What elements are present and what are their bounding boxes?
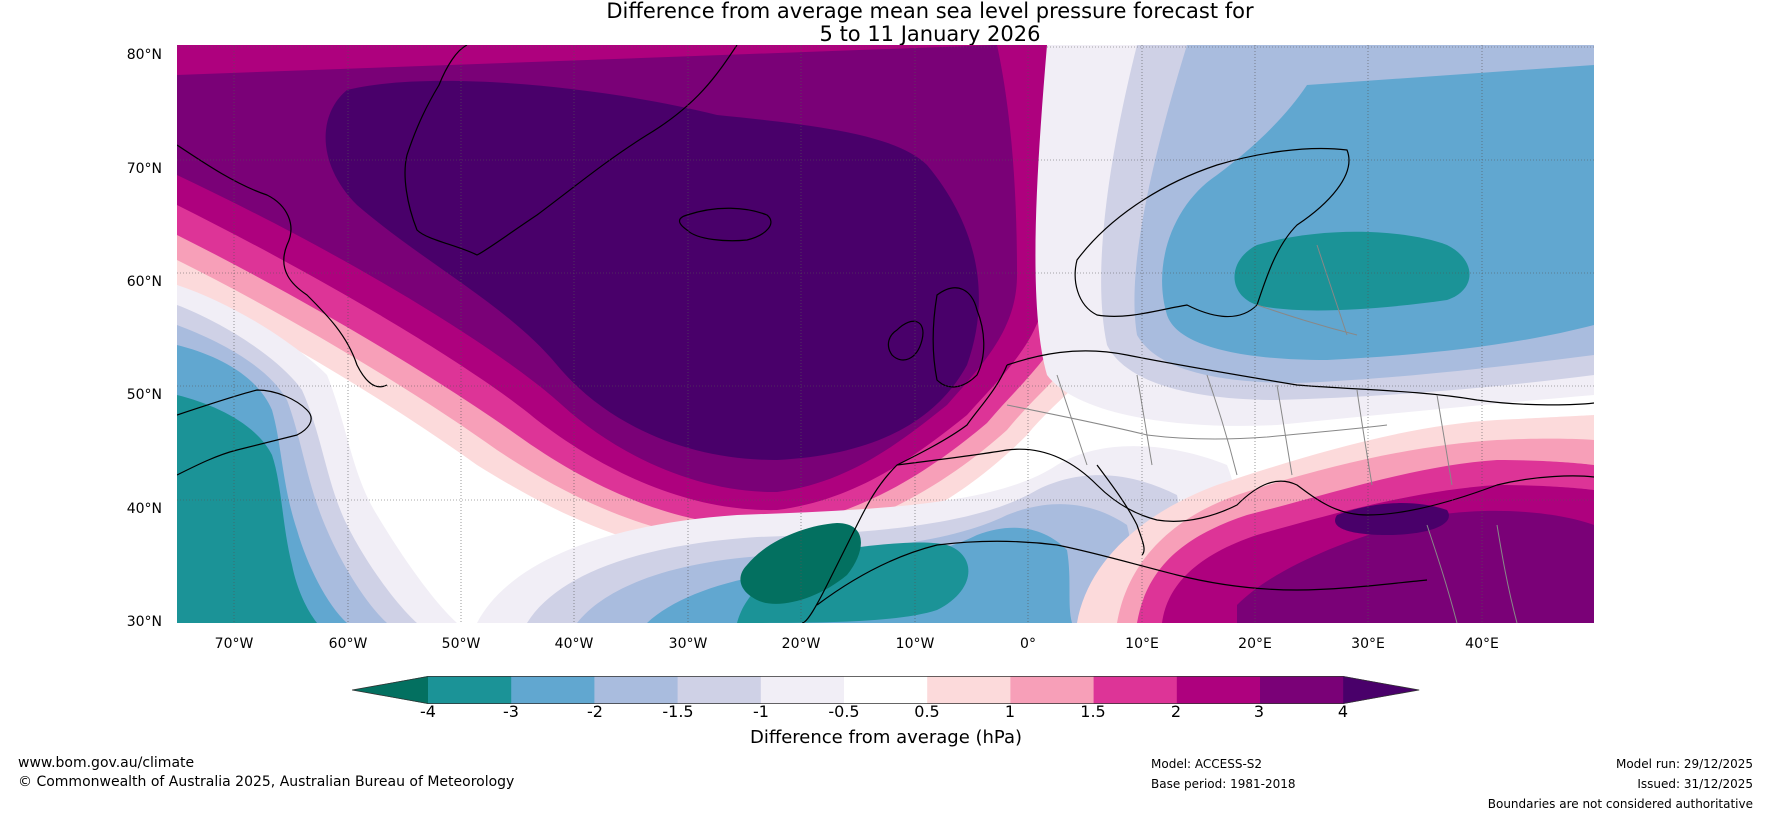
positive-anomaly-band-4 xyxy=(325,80,979,460)
copyright-text: © Commonwealth of Australia 2025, Austra… xyxy=(18,774,515,790)
colorbar xyxy=(352,676,1420,704)
website-link[interactable]: www.bom.gov.au/climate xyxy=(18,755,195,771)
colorbar-extend-low xyxy=(352,676,428,704)
model-run-date: Model run: 29/12/2025 xyxy=(1615,757,1753,771)
lon-label-60w: 60°W xyxy=(328,636,368,652)
colorbar-tick: 4 xyxy=(1337,702,1349,721)
title-line-1: Difference from average mean sea level p… xyxy=(606,0,1254,23)
colorbar-tick: 0.5 xyxy=(914,702,940,721)
colorbar-segment xyxy=(511,676,595,704)
colorbar-tick: -2 xyxy=(587,702,603,721)
lon-label-40w: 40°W xyxy=(554,636,594,652)
colorbar-tick: 1 xyxy=(1004,702,1016,721)
colorbar-segment xyxy=(428,676,512,704)
title-line-2: 5 to 11 January 2026 xyxy=(819,22,1041,46)
colorbar-extend-high xyxy=(1343,676,1420,704)
negative-anomaly-band-3-ne xyxy=(1234,231,1470,311)
borders xyxy=(1006,244,1518,623)
colorbar-label: Difference from average (hPa) xyxy=(749,727,1023,748)
lon-label-70w: 70°W xyxy=(214,636,254,652)
negative-anomaly-band-4-s xyxy=(740,523,861,604)
colorbar-tick: -1 xyxy=(753,702,769,721)
colorbar-tick: -4 xyxy=(420,702,436,721)
lon-label-10w: 10°W xyxy=(895,636,935,652)
lat-label-80n: 80°N xyxy=(126,47,162,63)
colorbar-tick: 3 xyxy=(1253,702,1265,721)
base-period: Base period: 1981-2018 xyxy=(1151,777,1296,791)
colorbar-segment xyxy=(677,676,762,704)
lat-label-30n: 30°N xyxy=(126,614,162,630)
pressure-anomaly-map xyxy=(177,45,1594,623)
colorbar-segment xyxy=(760,676,845,704)
colorbar-tick: -0.5 xyxy=(828,702,860,721)
coastlines xyxy=(177,45,1594,623)
lat-label-70n: 70°N xyxy=(126,161,162,177)
lat-label-50n: 50°N xyxy=(126,387,162,403)
lon-label-20w: 20°W xyxy=(781,636,821,652)
colorbar-segment xyxy=(1010,676,1095,704)
colorbar-tick: 1.5 xyxy=(1080,702,1106,721)
colorbar-segment xyxy=(844,676,928,704)
lon-label-40e: 40°E xyxy=(1465,636,1499,652)
positive-anomaly-band-4-se xyxy=(1335,503,1449,535)
gridlines xyxy=(177,45,1594,623)
lon-label-0: 0° xyxy=(1020,636,1036,652)
colorbar-segment xyxy=(927,676,1011,704)
lon-label-50w: 50°W xyxy=(441,636,481,652)
lat-label-40n: 40°N xyxy=(126,501,162,517)
issued-date: Issued: 31/12/2025 xyxy=(1637,777,1753,791)
colorbar-outline xyxy=(352,676,1420,704)
lon-label-30w: 30°W xyxy=(668,636,708,652)
colorbar-segment xyxy=(594,676,679,704)
lon-label-10e: 10°E xyxy=(1125,636,1159,652)
positive-anomaly-band-3-se xyxy=(1237,510,1594,623)
negative-anomaly-band-3-w xyxy=(177,395,317,623)
lon-label-30e: 30°E xyxy=(1351,636,1385,652)
colorbar-tick: -3 xyxy=(503,702,519,721)
boundaries-disclaimer: Boundaries are not considered authoritat… xyxy=(1487,797,1753,811)
colorbar-tick: -1.5 xyxy=(662,702,694,721)
lat-label-60n: 60°N xyxy=(126,274,162,290)
lon-label-20e: 20°E xyxy=(1238,636,1272,652)
colorbar-tick: 2 xyxy=(1170,702,1182,721)
model-name: Model: ACCESS-S2 xyxy=(1151,757,1263,771)
colorbar-segment xyxy=(1176,676,1261,704)
colorbar-segment xyxy=(1260,676,1344,704)
colorbar-segment xyxy=(1093,676,1178,704)
negative-anomaly-band-3-s xyxy=(737,542,969,623)
